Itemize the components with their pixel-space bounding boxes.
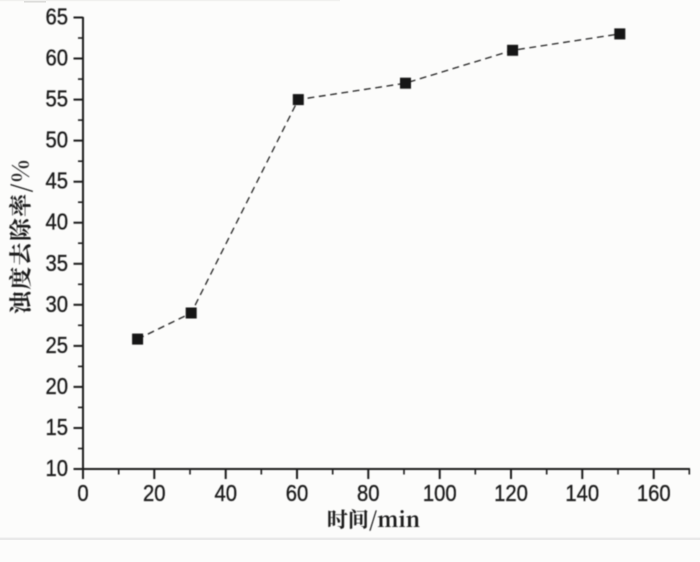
svg-text:60: 60 (45, 44, 68, 71)
svg-text:10: 10 (45, 455, 68, 482)
svg-text:65: 65 (45, 3, 68, 30)
svg-text:40: 40 (214, 480, 237, 507)
svg-text:15: 15 (45, 414, 68, 441)
svg-text:20: 20 (143, 480, 166, 507)
svg-text:100: 100 (423, 480, 457, 507)
svg-text:50: 50 (45, 126, 68, 153)
svg-text:80: 80 (357, 480, 380, 507)
svg-text:60: 60 (286, 480, 309, 507)
svg-text:0: 0 (77, 480, 88, 507)
svg-text:35: 35 (45, 250, 68, 277)
svg-text:140: 140 (565, 480, 599, 507)
svg-text:120: 120 (494, 480, 528, 507)
svg-text:55: 55 (45, 85, 68, 112)
svg-text:45: 45 (45, 167, 68, 194)
svg-text:30: 30 (45, 291, 68, 318)
svg-text:40: 40 (45, 208, 68, 235)
svg-text:25: 25 (45, 332, 68, 359)
svg-text:20: 20 (45, 373, 68, 400)
svg-text:160: 160 (637, 480, 671, 507)
